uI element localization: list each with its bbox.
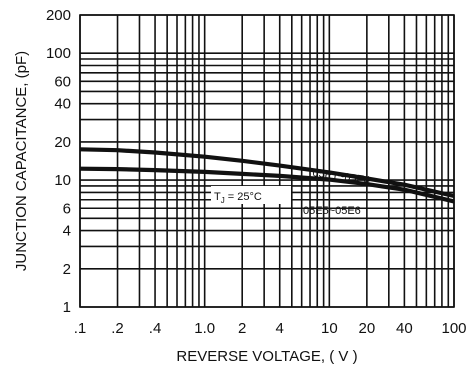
y-axis-label: JUNCTION CAPACITANCE, (pF) — [13, 51, 30, 271]
annotation-tj-group: TJ = 25°C — [211, 186, 291, 205]
plot-frame — [79, 14, 455, 308]
annotation-tj-main: T — [214, 191, 221, 203]
x-tick-label: 20 — [359, 320, 376, 337]
series-line-1 — [79, 147, 455, 199]
y-tick-label: 2 — [63, 261, 71, 278]
annotation-tj-label: TJ = 25°C — [214, 191, 262, 205]
series-lines — [79, 147, 455, 204]
annotation-tj-sub: J — [221, 196, 225, 205]
tick-labels: .1 .2 .4 1.0 2 4 10 20 40 100 1 2 4 6 10 20 40 60 100 200 — [46, 7, 467, 337]
y-tick-label: 10 — [54, 172, 71, 189]
y-tick-label: 60 — [54, 73, 71, 90]
x-tick-label: 4 — [276, 320, 284, 337]
x-tick-label: .2 — [111, 320, 124, 337]
x-tick-label: .1 — [74, 320, 87, 337]
y-tick-label: 200 — [46, 7, 71, 24]
x-tick-label: 10 — [321, 320, 338, 337]
y-tick-label: 40 — [54, 96, 71, 113]
annotation-series-2-label: 05E5~05E6 — [303, 205, 361, 217]
x-tick-label: 2 — [238, 320, 246, 337]
annotation-tj-background — [211, 186, 291, 204]
y-tick-label: 4 — [63, 223, 71, 240]
x-tick-label: 1.0 — [194, 320, 215, 337]
y-tick-label: 1 — [63, 299, 71, 316]
x-tick-label: 40 — [396, 320, 413, 337]
y-tick-label: 6 — [63, 200, 71, 217]
y-tick-label: 20 — [54, 134, 71, 151]
x-tick-label: 100 — [441, 320, 466, 337]
annotation-tj-rest: = 25°C — [225, 191, 262, 203]
y-tick-label: 100 — [46, 45, 71, 62]
series-line-2 — [79, 166, 455, 204]
x-axis-label: REVERSE VOLTAGE, ( V ) — [176, 348, 357, 365]
x-tick-label: .4 — [149, 320, 162, 337]
